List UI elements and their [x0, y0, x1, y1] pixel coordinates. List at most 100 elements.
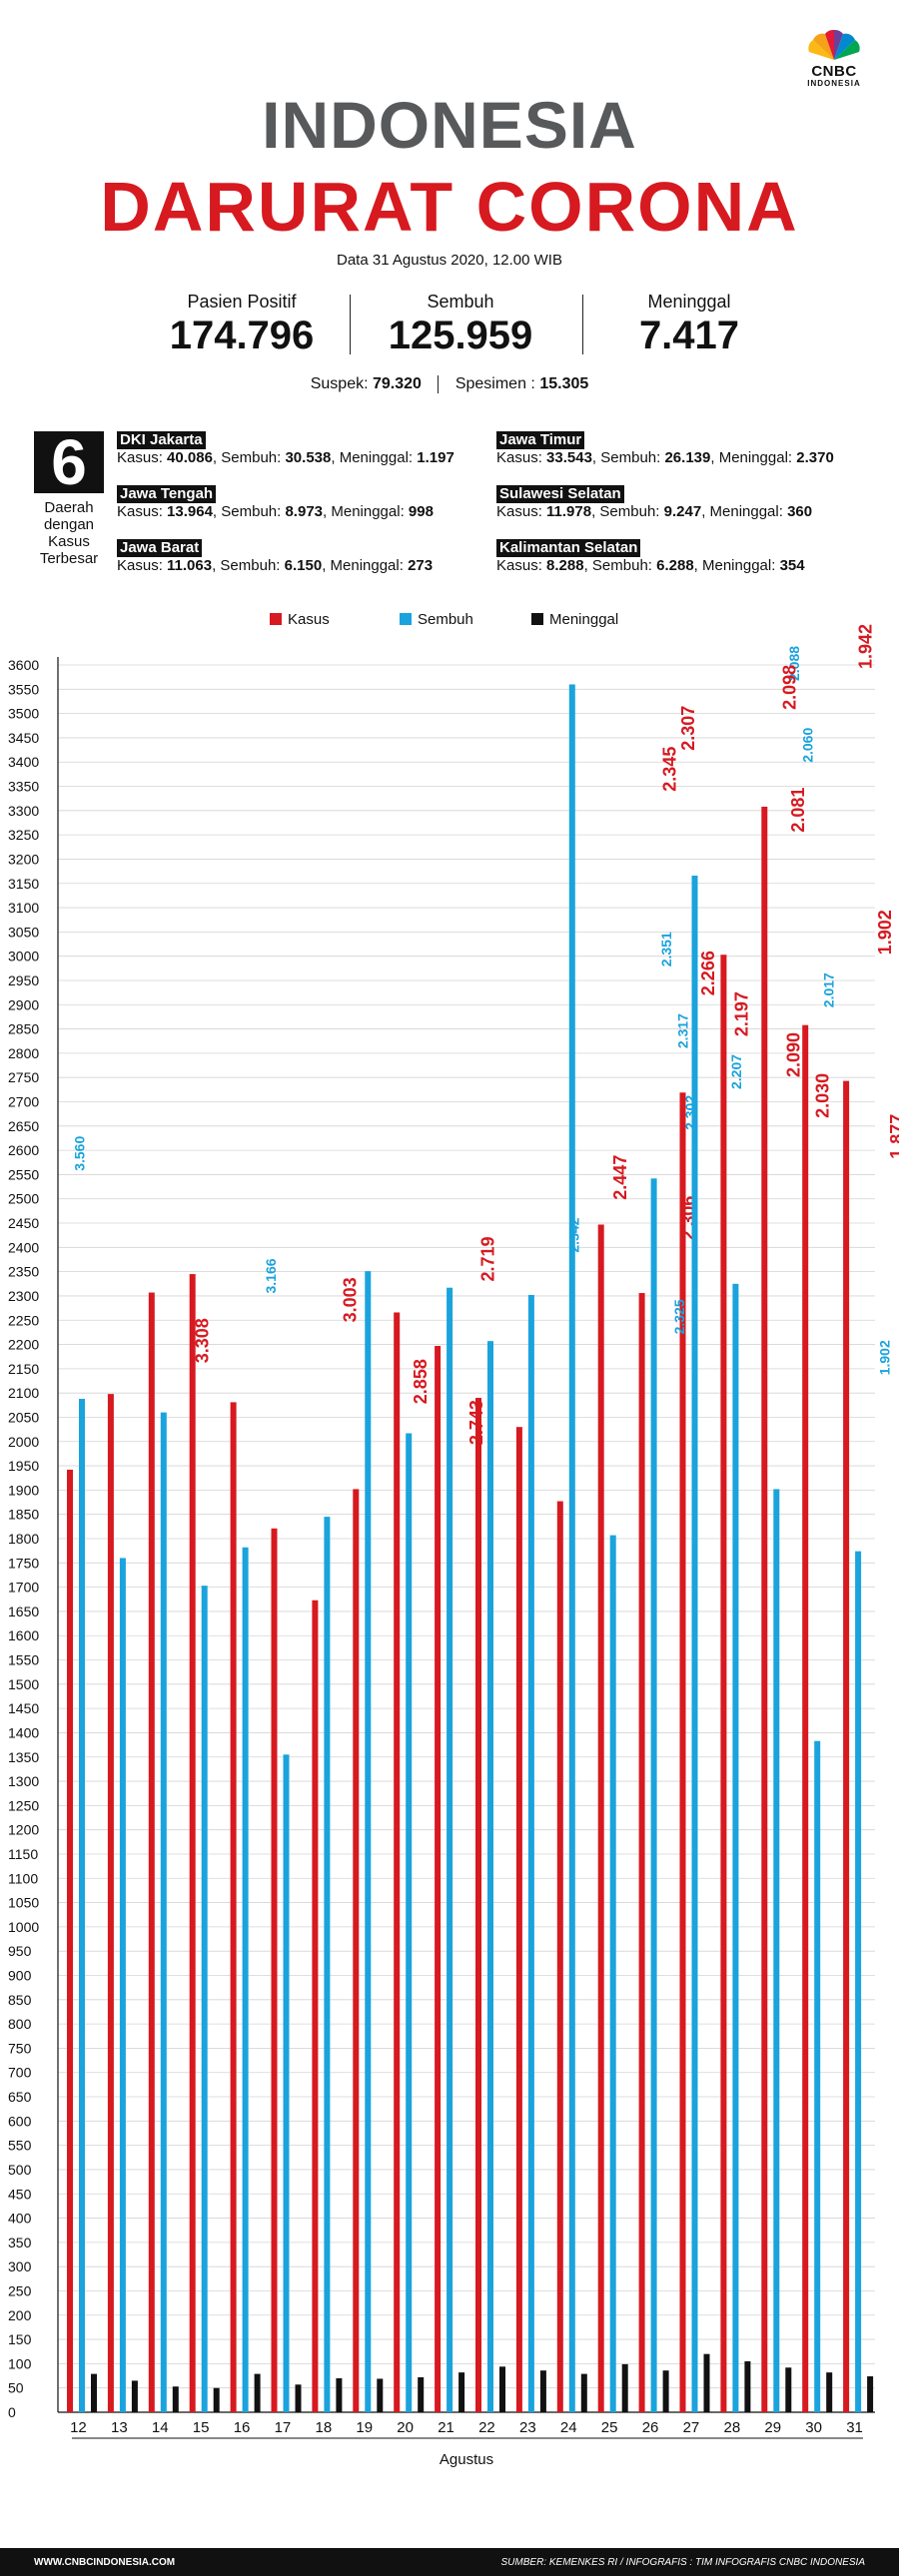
x-tick-label: 22	[478, 2419, 495, 2436]
bar-kasus	[802, 1024, 809, 2412]
x-tick-label: 29	[764, 2419, 781, 2436]
y-tick-label: 2750	[8, 1069, 39, 1085]
label-kasus: 2.090	[784, 1032, 804, 1077]
sub-stats: Suspek: 79.320 Spesimen : 15.305	[0, 375, 899, 393]
y-tick-label: 1100	[8, 1870, 38, 1886]
bar-kasus	[271, 1528, 278, 2412]
y-tick-label: 450	[8, 2186, 32, 2202]
bar-meninggal	[418, 2377, 425, 2412]
region-stats: Kasus: 11.978, Sembuh: 9.247, Meninggal:…	[496, 503, 812, 521]
y-tick-label: 3200	[8, 851, 39, 867]
bar-kasus	[515, 1427, 522, 2412]
bar-kasus	[353, 1489, 360, 2412]
region-item: DKI Jakarta Kasus: 40.086, Sembuh: 30.538…	[117, 431, 454, 467]
y-tick-label: 1500	[8, 1676, 39, 1692]
region-meninggal-value: 273	[408, 557, 434, 574]
bar-meninggal	[458, 2372, 465, 2412]
label-sembuh: 3.166	[263, 1258, 279, 1293]
region-name: Sulawesi Selatan	[496, 485, 624, 503]
region-name: Kalimantan Selatan	[496, 539, 641, 557]
y-tick-label: 600	[8, 2113, 32, 2129]
x-tick-label: 27	[683, 2419, 700, 2436]
stat-divider	[582, 295, 583, 354]
bar-sembuh	[160, 1412, 167, 2412]
label-kasus: 2.081	[788, 788, 808, 833]
y-tick-label: 150	[8, 2331, 32, 2347]
region-meninggal-value: 2.370	[796, 449, 834, 466]
label-sembuh: 2.060	[800, 728, 816, 763]
x-tick-label: 17	[275, 2419, 292, 2436]
legend-label: Sembuh	[418, 611, 473, 628]
y-tick-label: 2700	[8, 1094, 39, 1110]
y-tick-label: 1200	[8, 1822, 39, 1838]
label-kasus: 2.447	[610, 1155, 630, 1200]
y-tick-label: 550	[8, 2138, 32, 2154]
bar-kasus	[761, 806, 768, 2412]
label-sembuh: 2.351	[658, 932, 674, 966]
region-sembuh-label: , Sembuh:	[591, 503, 660, 520]
y-tick-label: 2550	[8, 1166, 39, 1182]
logo-subtext: INDONESIA	[807, 79, 861, 88]
bar-meninggal	[377, 2378, 384, 2412]
bar-kasus	[230, 1402, 237, 2412]
bar-meninggal	[744, 2360, 751, 2412]
y-tick-label: 2400	[8, 1239, 39, 1255]
stat-positif: Pasien Positif 174.796	[132, 292, 352, 358]
region-sembuh-value: 9.247	[663, 503, 702, 520]
bar-meninggal	[703, 2353, 710, 2412]
y-tick-label: 100	[8, 2355, 32, 2371]
label-kasus: 2.098	[780, 665, 800, 710]
label-sembuh: 1.902	[876, 1340, 892, 1375]
y-tick-label: 3050	[8, 924, 39, 940]
bar-kasus	[189, 1274, 196, 2412]
x-tick-label: 25	[601, 2419, 618, 2436]
bar-meninggal	[785, 2367, 792, 2412]
y-tick-label: 2350	[8, 1264, 39, 1280]
daily-cases-chart: Kasus Sembuh Meninggal 0 50 100 150 200 250 300 35…	[8, 611, 899, 2468]
bar-kasus	[107, 1394, 114, 2412]
bar-sembuh	[283, 1754, 290, 2412]
region-name: Jawa Tengah	[117, 485, 217, 503]
bar-sembuh	[855, 1551, 862, 2412]
label-kasus: 2.307	[678, 706, 698, 751]
region-sembuh-label: , Sembuh:	[591, 449, 661, 466]
y-tick-label: 850	[8, 1992, 32, 2008]
region-caption-line: dengan	[43, 516, 95, 533]
y-tick-label: 1250	[8, 1797, 39, 1813]
stat-meninggal-label: Meninggal	[647, 292, 731, 312]
region-kasus-label: Kasus:	[496, 503, 542, 520]
suspek-value: 79.320	[372, 375, 422, 393]
y-tick-label: 900	[8, 1968, 32, 1984]
region-stats: Kasus: 40.086, Sembuh: 30.538, Meninggal…	[117, 449, 454, 467]
stat-sembuh-label: Sembuh	[427, 292, 494, 312]
y-tick-label: 200	[8, 2307, 32, 2323]
y-tick-label: 1950	[8, 1458, 39, 1474]
y-tick-label: 1650	[8, 1604, 39, 1619]
label-sembuh: 2.207	[728, 1054, 744, 1089]
y-tick-label: 3300	[8, 803, 39, 819]
region-kasus-value: 11.063	[167, 557, 213, 574]
bar-sembuh	[814, 1740, 821, 2412]
region-sembuh-label: , Sembuh:	[212, 449, 282, 466]
region-meninggal-value: 354	[779, 557, 805, 574]
label-kasus: 2.197	[731, 991, 751, 1036]
y-tick-label: 1750	[8, 1555, 39, 1571]
y-tick-label: 3250	[8, 827, 39, 843]
y-tick-label: 2050	[8, 1409, 39, 1425]
region-kasus-value: 11.978	[546, 503, 592, 520]
bar-meninggal	[336, 2377, 343, 2412]
bar-sembuh	[79, 1399, 85, 2412]
region-item: Jawa Timur Kasus: 33.543, Sembuh: 26.139,…	[496, 431, 834, 467]
y-tick-label: 1600	[8, 1627, 39, 1643]
y-tick-label: 1400	[8, 1724, 39, 1740]
bar-sembuh	[201, 1586, 208, 2412]
region-caption-line: Terbesar	[39, 550, 99, 567]
y-tick-label: 2100	[8, 1385, 39, 1401]
y-tick-label: 1700	[8, 1580, 39, 1596]
bar-sembuh	[406, 1433, 413, 2412]
y-tick-label: 750	[8, 2040, 32, 2056]
y-tick-label: 2900	[8, 996, 39, 1012]
legend-swatch	[531, 613, 543, 625]
region-meninggal-label: , Meninggal:	[701, 503, 783, 520]
region-kasus-label: Kasus:	[117, 449, 163, 466]
